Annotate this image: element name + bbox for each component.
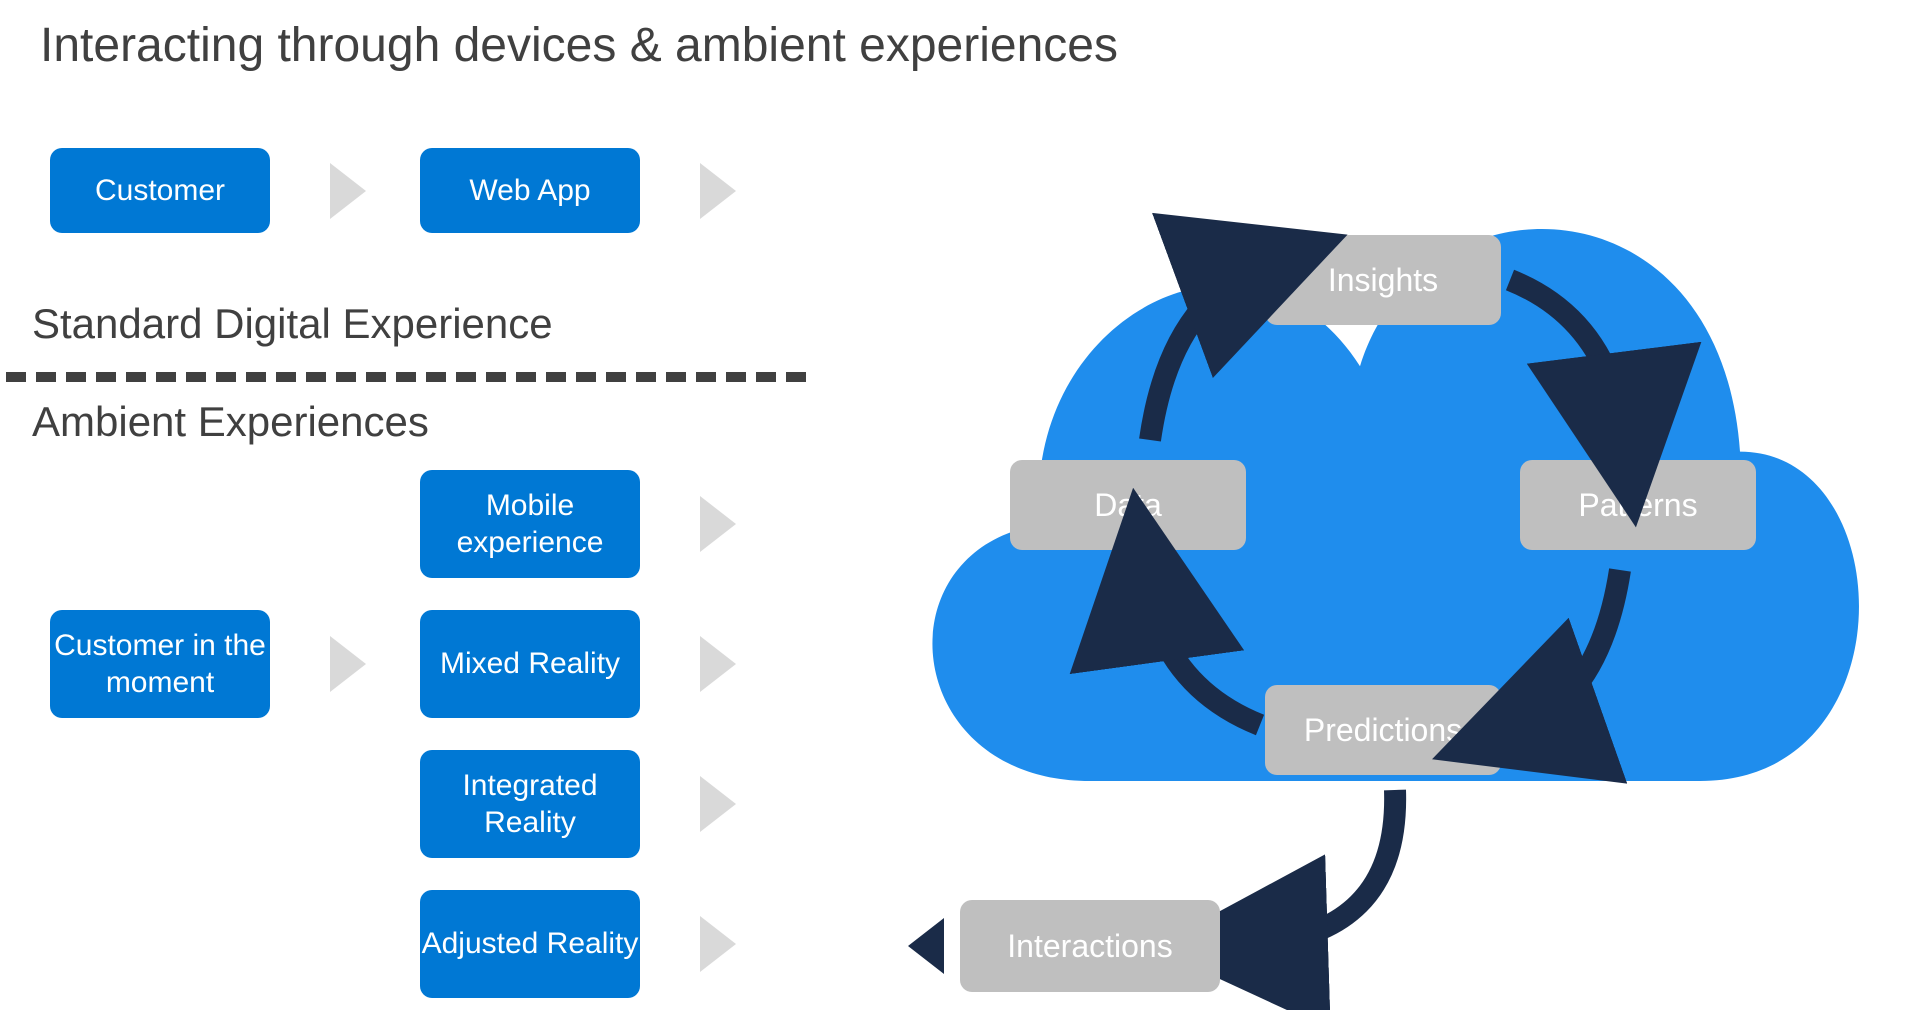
customer-label: Customer bbox=[95, 172, 225, 210]
mixed-reality-label: Mixed Reality bbox=[440, 645, 620, 683]
customer-moment-label: Customer in the moment bbox=[50, 627, 270, 702]
mobile-experience-box: Mobile experience bbox=[420, 470, 640, 578]
chevron-icon bbox=[700, 636, 736, 692]
cycle-arrows bbox=[820, 110, 1900, 1010]
section2-heading: Ambient Experiences bbox=[32, 398, 429, 446]
chevron-icon bbox=[700, 776, 736, 832]
webapp-label: Web App bbox=[469, 172, 590, 210]
chevron-icon bbox=[330, 163, 366, 219]
webapp-box: Web App bbox=[420, 148, 640, 233]
section1-heading: Standard Digital Experience bbox=[32, 300, 553, 348]
customer-moment-box: Customer in the moment bbox=[50, 610, 270, 718]
divider-line bbox=[6, 372, 806, 382]
chevron-icon bbox=[330, 636, 366, 692]
adjusted-reality-box: Adjusted Reality bbox=[420, 890, 640, 998]
mixed-reality-box: Mixed Reality bbox=[420, 610, 640, 718]
chevron-icon bbox=[700, 163, 736, 219]
integrated-reality-box: Integrated Reality bbox=[420, 750, 640, 858]
mobile-experience-label: Mobile experience bbox=[420, 487, 640, 562]
interactions-node: Interactions bbox=[960, 900, 1220, 992]
chevron-left-icon bbox=[908, 918, 944, 974]
page-title: Interacting through devices & ambient ex… bbox=[40, 18, 1118, 73]
customer-box: Customer bbox=[50, 148, 270, 233]
chevron-icon bbox=[700, 916, 736, 972]
interactions-label: Interactions bbox=[1007, 928, 1172, 965]
adjusted-reality-label: Adjusted Reality bbox=[422, 925, 639, 963]
chevron-icon bbox=[700, 496, 736, 552]
integrated-reality-label: Integrated Reality bbox=[420, 767, 640, 842]
